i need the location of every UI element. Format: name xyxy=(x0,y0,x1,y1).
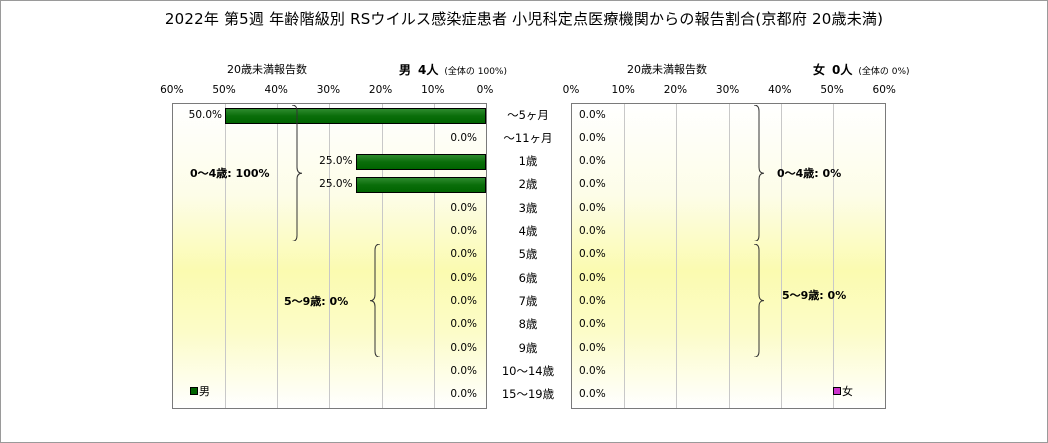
data-label-female: 0.0% xyxy=(579,131,606,144)
category-label: 9歳 xyxy=(518,340,538,355)
tick-female-50: 50% xyxy=(820,84,844,96)
data-label-female: 0.0% xyxy=(579,201,606,214)
group-label-male-0-4: 0～4歳: 100% xyxy=(190,166,270,180)
legend-female: 女 xyxy=(833,383,853,399)
category-label: 1歳 xyxy=(518,154,538,169)
female-share: (全体の 0%) xyxy=(858,67,910,77)
data-label-female: 0.0% xyxy=(579,294,606,307)
chart-title: 2022年 第5週 年齢階級別 RSウイルス感染症患者 小児科定点医療機関からの… xyxy=(164,10,884,28)
data-label-male: 0.0% xyxy=(450,294,477,307)
group-label-female-5-9: 5～9歳: 0% xyxy=(782,288,847,302)
data-label-female: 0.0% xyxy=(579,248,606,261)
data-label-male: 0.0% xyxy=(450,131,477,144)
female-report-label: 20歳未満報告数 xyxy=(627,63,707,76)
female-sex-label: 女 xyxy=(813,63,826,77)
data-label-male: 0.0% xyxy=(450,225,477,237)
gridline-male-40 xyxy=(277,104,279,408)
gridline-male-20 xyxy=(381,104,383,408)
category-label: 8歳 xyxy=(518,317,538,332)
data-label-female: 0.0% xyxy=(579,341,606,354)
female-header: 女 0人 (全体の 0%) xyxy=(813,61,910,78)
tick-female-10: 10% xyxy=(611,84,635,96)
data-label-male: 0.0% xyxy=(450,388,477,401)
category-label: 15～19歳 xyxy=(501,387,555,402)
legend-male-swatch xyxy=(190,387,198,395)
legend-female-label: 女 xyxy=(842,385,853,398)
legend-female-swatch xyxy=(833,387,841,395)
tick-female-40: 40% xyxy=(768,84,792,96)
gridline-female-20 xyxy=(676,104,678,408)
tick-male-0: 0% xyxy=(476,84,494,96)
gridline-male-30 xyxy=(329,104,331,408)
male-header: 男 4人 (全体の 100%) xyxy=(399,61,507,78)
male-share: (全体の 100%) xyxy=(444,67,507,77)
data-label-male: 0.0% xyxy=(450,271,477,284)
tick-male-40: 40% xyxy=(264,84,288,96)
bar-male xyxy=(355,177,486,194)
data-label-female: 0.0% xyxy=(579,318,606,331)
data-label-male: 25.0% xyxy=(319,155,353,168)
tick-male-10: 10% xyxy=(421,84,445,96)
data-label-male: 0.0% xyxy=(450,201,477,214)
data-label-male: 0.0% xyxy=(450,248,477,261)
legend-male-label: 男 xyxy=(199,385,210,398)
bar-male xyxy=(355,154,486,171)
legend-male: 男 xyxy=(190,383,210,399)
male-count: 4人 xyxy=(418,63,439,77)
gridline-female-50 xyxy=(833,104,834,408)
data-label-female: 0.0% xyxy=(579,178,606,191)
brace-female-0-4 xyxy=(753,104,765,241)
category-label: 5歳 xyxy=(518,247,538,262)
data-label-female: 0.0% xyxy=(579,155,606,168)
gridline-female-10 xyxy=(624,104,626,408)
tick-female-20: 20% xyxy=(663,84,688,96)
tick-male-60: 60% xyxy=(160,84,184,96)
tick-male-50: 50% xyxy=(212,84,236,96)
category-label: 4歳 xyxy=(518,224,538,238)
category-label: 2歳 xyxy=(518,177,538,192)
tick-male-30: 30% xyxy=(316,84,341,96)
data-label-male: 0.0% xyxy=(450,341,477,354)
group-label-female-0-4: 0～4歳: 0% xyxy=(777,166,842,180)
tick-female-30: 30% xyxy=(715,84,740,96)
category-label: ～5ヶ月 xyxy=(507,107,549,122)
data-label-female: 0.0% xyxy=(579,108,606,121)
category-label: 7歳 xyxy=(518,293,538,308)
gridline-male-10 xyxy=(433,104,435,408)
female-count: 0人 xyxy=(832,63,853,77)
male-plot-area: 50.0% 0.0% 25.0% 25.0% 0.0% 0.0% 0.0% 0.0% 0.0% 0… xyxy=(172,103,487,409)
data-label-female: 0.0% xyxy=(579,364,606,377)
gridline-male-50 xyxy=(225,104,226,408)
male-sex-label: 男 xyxy=(399,63,412,77)
brace-male-5-9 xyxy=(369,244,381,358)
male-report-label: 20歳未満報告数 xyxy=(227,63,307,76)
category-label: 6歳 xyxy=(518,270,538,285)
data-label-male: 0.0% xyxy=(450,318,477,331)
group-label-male-5-9: 5～9歳: 0% xyxy=(284,294,349,308)
category-label: 10～14歳 xyxy=(501,363,555,378)
data-label-female: 0.0% xyxy=(579,388,606,401)
tick-male-20: 20% xyxy=(368,84,393,96)
brace-male-0-4 xyxy=(291,104,303,241)
bar-male xyxy=(225,107,486,124)
category-label: 3歳 xyxy=(518,200,538,215)
data-label-male: 25.0% xyxy=(319,178,353,191)
brace-female-5-9 xyxy=(753,244,765,358)
data-label-male: 0.0% xyxy=(450,364,477,377)
data-label-male: 50.0% xyxy=(188,108,222,121)
category-label: ～11ヶ月 xyxy=(503,130,553,145)
data-label-female: 0.0% xyxy=(579,225,606,237)
female-plot-area: 0.0% 0.0% 0.0% 0.0% 0.0% 0.0% 0.0% 0.0% 0.0% 0.0%… xyxy=(571,103,886,409)
tick-female-0: 0% xyxy=(562,84,580,96)
data-label-female: 0.0% xyxy=(579,271,606,284)
gridline-female-30 xyxy=(728,104,730,408)
tick-female-60: 60% xyxy=(872,84,896,96)
gridline-female-40 xyxy=(780,104,782,408)
